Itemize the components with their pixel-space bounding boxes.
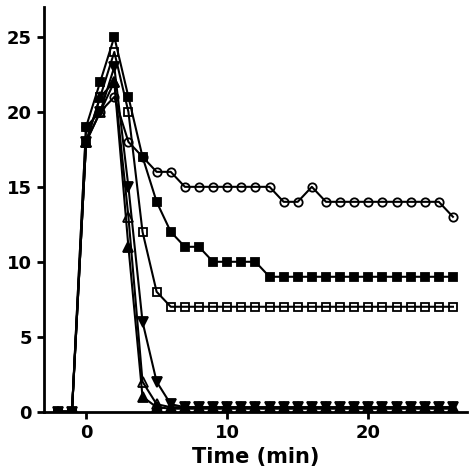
X-axis label: Time (min): Time (min) — [191, 447, 319, 467]
